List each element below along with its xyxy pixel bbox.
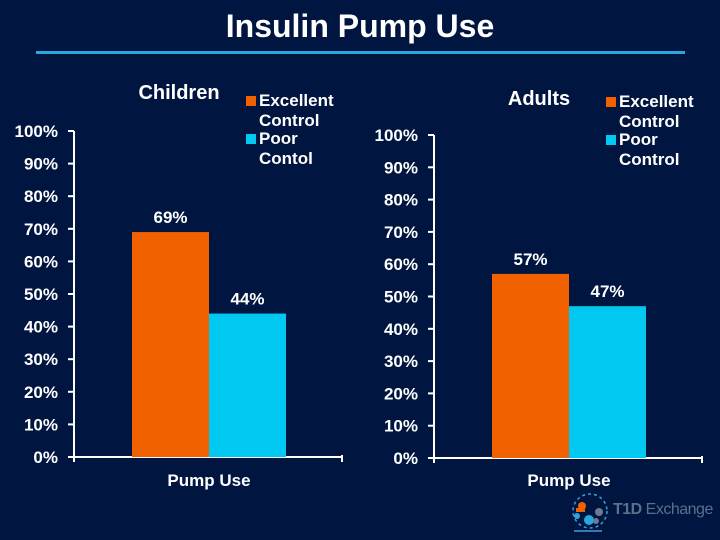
bar-poor-control <box>569 306 646 458</box>
y-tick-label: 10% <box>384 417 418 436</box>
bar-excellent-control <box>492 273 569 458</box>
y-tick-label: 10% <box>24 415 58 434</box>
children-chart: Children 0% 10% 20% 30% 40% 50% 60% 70% 80% 90% 10… <box>15 82 343 490</box>
category-label: Pump Use <box>167 471 250 490</box>
chart-title: Adults <box>508 88 570 110</box>
legend-label: Contol <box>259 149 313 168</box>
y-tick-label: 50% <box>24 285 58 304</box>
y-tick-label: 90% <box>24 155 58 174</box>
legend-label: Excellent <box>259 91 334 110</box>
y-tick-label: 20% <box>384 384 418 403</box>
legend-label: Poor <box>259 129 298 148</box>
chart-title: Children <box>138 82 219 104</box>
category-label: Pump Use <box>527 471 610 490</box>
logo-bold-text: T1D <box>613 501 642 518</box>
y-tick-label: 30% <box>384 352 418 371</box>
y-tick-label: 0% <box>33 448 58 467</box>
t1d-exchange-logo <box>572 493 608 532</box>
y-tick-label: 90% <box>384 158 418 177</box>
y-tick-label: 40% <box>384 320 418 339</box>
logo-mark-icon <box>572 493 608 532</box>
y-tick-label: 30% <box>24 350 58 369</box>
title-divider <box>36 51 685 54</box>
legend-swatch <box>246 134 256 144</box>
y-tick-label: 80% <box>384 191 418 210</box>
legend-label: Excellent <box>619 92 694 111</box>
data-label: 47% <box>590 282 624 301</box>
slide-title: Insulin Pump Use <box>225 8 495 44</box>
y-tick-label: 40% <box>24 318 58 337</box>
adults-chart: Adults 0% 10% 20% 30% 40% 50% 60% 70% 80% 90% 100%… <box>375 88 703 490</box>
legend-swatch <box>606 97 616 107</box>
legend-label: Control <box>619 150 679 169</box>
legend-label: Control <box>619 112 679 131</box>
y-tick-label: 20% <box>24 383 58 402</box>
y-tick-label: 100% <box>15 122 58 141</box>
data-label: 69% <box>153 208 187 227</box>
legend-label: Poor <box>619 130 658 149</box>
bar-poor-contol <box>209 313 286 457</box>
legend-label: Control <box>259 111 319 130</box>
y-tick-label: 60% <box>384 255 418 274</box>
logo-regular-text: Exchange <box>641 501 714 518</box>
bar-excellent-control <box>132 232 209 457</box>
data-label: 44% <box>230 290 264 309</box>
logo-wordmark: T1D Exchange <box>613 501 713 519</box>
y-tick-label: 70% <box>24 220 58 239</box>
y-tick-label: 0% <box>393 449 418 468</box>
y-tick-label: 60% <box>24 252 58 271</box>
y-tick-label: 100% <box>375 126 418 145</box>
legend-swatch <box>246 96 256 106</box>
legend-swatch <box>606 135 616 145</box>
y-tick-label: 50% <box>384 288 418 307</box>
data-label: 57% <box>513 250 547 269</box>
y-tick-label: 80% <box>24 187 58 206</box>
y-tick-label: 70% <box>384 223 418 242</box>
